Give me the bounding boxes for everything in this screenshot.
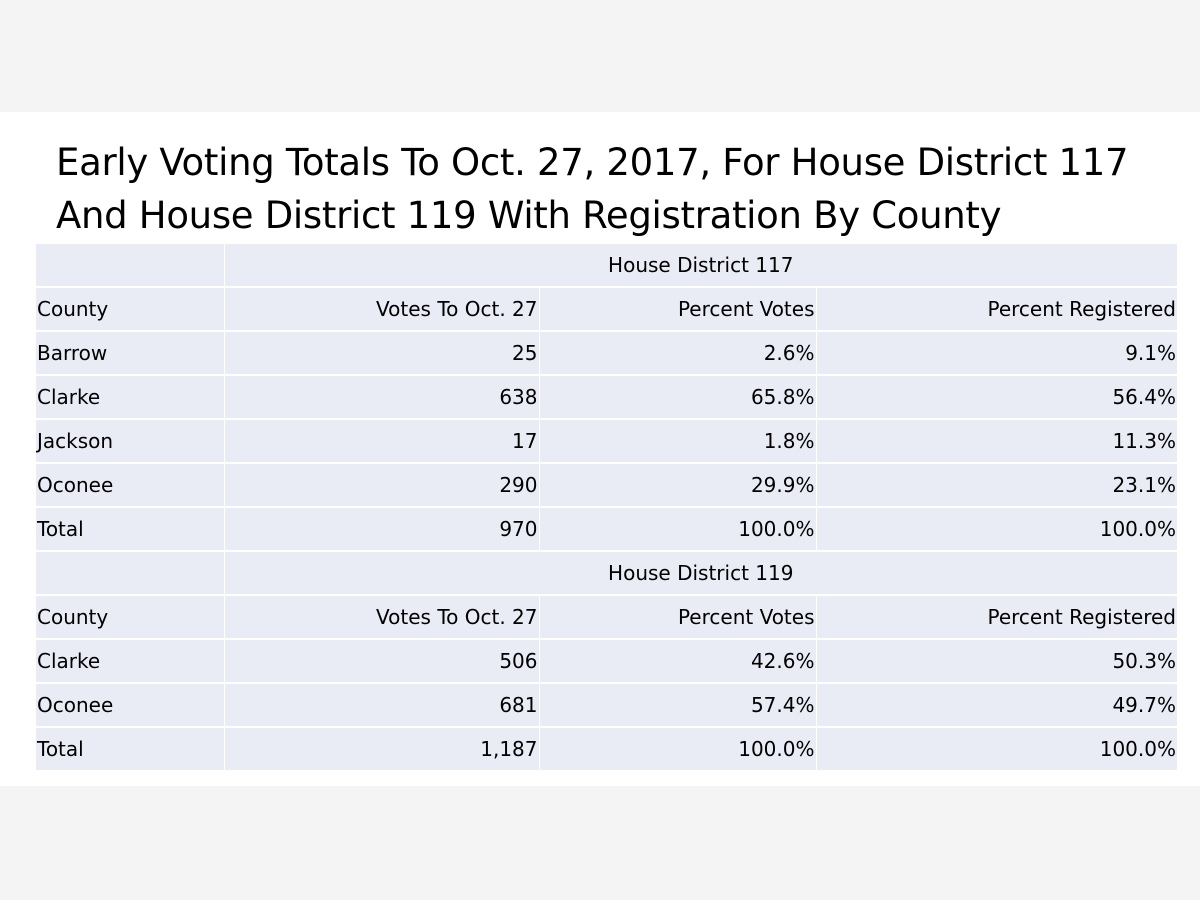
column-header-percent-registered: Percent Registered bbox=[816, 595, 1177, 640]
percent-votes-cell: 100.0% bbox=[539, 727, 817, 770]
votes-cell: 970 bbox=[224, 507, 540, 552]
percent-registered-cell: 50.3% bbox=[816, 639, 1177, 684]
early-voting-table: House District 117 County Votes To Oct. … bbox=[36, 244, 1177, 770]
percent-registered-cell: 100.0% bbox=[816, 507, 1177, 552]
table-row: Jackson 17 1.8% 11.3% bbox=[36, 419, 1177, 464]
percent-votes-cell: 2.6% bbox=[539, 331, 817, 376]
empty-cell bbox=[36, 244, 225, 288]
percent-votes-cell: 42.6% bbox=[539, 639, 817, 684]
empty-cell bbox=[36, 551, 225, 596]
total-row: Total 1,187 100.0% 100.0% bbox=[36, 727, 1177, 770]
title-line-1: Early Voting Totals To Oct. 27, 2017, Fo… bbox=[56, 141, 1129, 184]
votes-cell: 25 bbox=[224, 331, 540, 376]
district-117-header-row: House District 117 bbox=[36, 244, 1177, 288]
votes-cell: 638 bbox=[224, 375, 540, 420]
district-119-header-row: House District 119 bbox=[36, 551, 1177, 596]
table-row: Barrow 25 2.6% 9.1% bbox=[36, 331, 1177, 376]
percent-votes-cell: 100.0% bbox=[539, 507, 817, 552]
votes-cell: 681 bbox=[224, 683, 540, 728]
total-row: Total 970 100.0% 100.0% bbox=[36, 507, 1177, 552]
percent-votes-cell: 1.8% bbox=[539, 419, 817, 464]
district-117-label: House District 117 bbox=[224, 244, 1177, 288]
votes-cell: 17 bbox=[224, 419, 540, 464]
votes-cell: 506 bbox=[224, 639, 540, 684]
county-cell: Oconee bbox=[36, 683, 225, 728]
county-cell: Jackson bbox=[36, 419, 225, 464]
county-cell: Oconee bbox=[36, 463, 225, 508]
column-header-percent-votes: Percent Votes bbox=[539, 287, 817, 332]
percent-votes-cell: 57.4% bbox=[539, 683, 817, 728]
percent-votes-cell: 65.8% bbox=[539, 375, 817, 420]
column-header-percent-votes: Percent Votes bbox=[539, 595, 817, 640]
column-header-county: County bbox=[36, 595, 225, 640]
votes-cell: 1,187 bbox=[224, 727, 540, 770]
slide: Early Voting Totals To Oct. 27, 2017, Fo… bbox=[0, 112, 1200, 786]
percent-registered-cell: 11.3% bbox=[816, 419, 1177, 464]
county-cell: Total bbox=[36, 507, 225, 552]
table-row: Oconee 681 57.4% 49.7% bbox=[36, 683, 1177, 728]
percent-registered-cell: 9.1% bbox=[816, 331, 1177, 376]
column-header-county: County bbox=[36, 287, 225, 332]
county-cell: Barrow bbox=[36, 331, 225, 376]
percent-registered-cell: 49.7% bbox=[816, 683, 1177, 728]
column-header-row: County Votes To Oct. 27 Percent Votes Pe… bbox=[36, 595, 1177, 640]
percent-registered-cell: 100.0% bbox=[816, 727, 1177, 770]
column-header-votes: Votes To Oct. 27 bbox=[224, 595, 540, 640]
percent-votes-cell: 29.9% bbox=[539, 463, 817, 508]
county-cell: Clarke bbox=[36, 639, 225, 684]
page-title: Early Voting Totals To Oct. 27, 2017, Fo… bbox=[56, 136, 1176, 242]
title-line-2: And House District 119 With Registration… bbox=[56, 194, 1002, 237]
column-header-votes: Votes To Oct. 27 bbox=[224, 287, 540, 332]
column-header-percent-registered: Percent Registered bbox=[816, 287, 1177, 332]
table-row: Clarke 638 65.8% 56.4% bbox=[36, 375, 1177, 420]
district-119-label: House District 119 bbox=[224, 551, 1177, 596]
column-header-row: County Votes To Oct. 27 Percent Votes Pe… bbox=[36, 287, 1177, 332]
table-row: Oconee 290 29.9% 23.1% bbox=[36, 463, 1177, 508]
county-cell: Clarke bbox=[36, 375, 225, 420]
votes-cell: 290 bbox=[224, 463, 540, 508]
table-row: Clarke 506 42.6% 50.3% bbox=[36, 639, 1177, 684]
percent-registered-cell: 23.1% bbox=[816, 463, 1177, 508]
percent-registered-cell: 56.4% bbox=[816, 375, 1177, 420]
county-cell: Total bbox=[36, 727, 225, 770]
